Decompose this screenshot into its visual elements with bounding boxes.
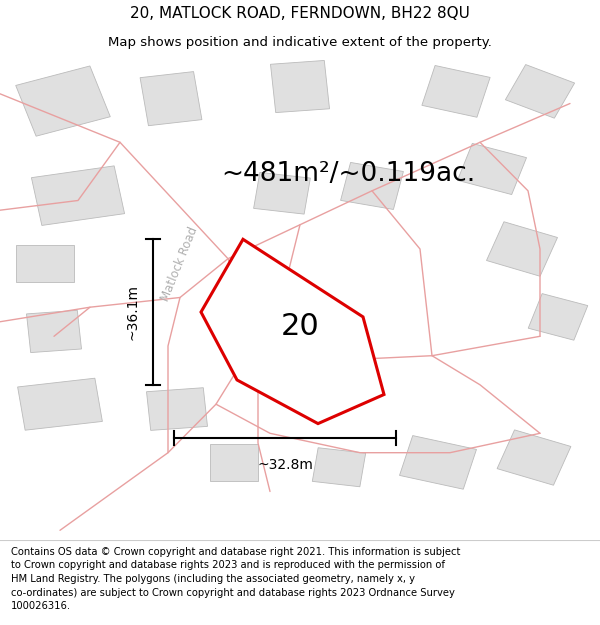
Polygon shape <box>16 66 110 136</box>
Polygon shape <box>31 166 125 226</box>
Text: Map shows position and indicative extent of the property.: Map shows position and indicative extent… <box>108 36 492 49</box>
Polygon shape <box>457 143 527 194</box>
Polygon shape <box>140 72 202 126</box>
Polygon shape <box>400 436 476 489</box>
Polygon shape <box>26 311 82 352</box>
Polygon shape <box>313 448 365 487</box>
Polygon shape <box>17 378 103 430</box>
Polygon shape <box>505 64 575 118</box>
Polygon shape <box>16 246 74 282</box>
Text: 20, MATLOCK ROAD, FERNDOWN, BH22 8QU: 20, MATLOCK ROAD, FERNDOWN, BH22 8QU <box>130 6 470 21</box>
Polygon shape <box>487 222 557 276</box>
Text: Contains OS data © Crown copyright and database right 2021. This information is : Contains OS data © Crown copyright and d… <box>11 547 460 611</box>
Polygon shape <box>210 444 258 481</box>
Polygon shape <box>146 388 208 431</box>
Polygon shape <box>528 294 588 340</box>
Text: ~481m²/~0.119ac.: ~481m²/~0.119ac. <box>221 161 475 187</box>
Text: ~36.1m: ~36.1m <box>125 284 139 340</box>
Polygon shape <box>254 173 310 214</box>
Text: Matlock Road: Matlock Road <box>159 224 201 302</box>
Polygon shape <box>497 430 571 485</box>
Text: 20: 20 <box>281 312 319 341</box>
Text: ~32.8m: ~32.8m <box>257 458 313 472</box>
Polygon shape <box>201 239 384 424</box>
Polygon shape <box>422 66 490 118</box>
Polygon shape <box>271 61 329 112</box>
Polygon shape <box>341 162 403 209</box>
